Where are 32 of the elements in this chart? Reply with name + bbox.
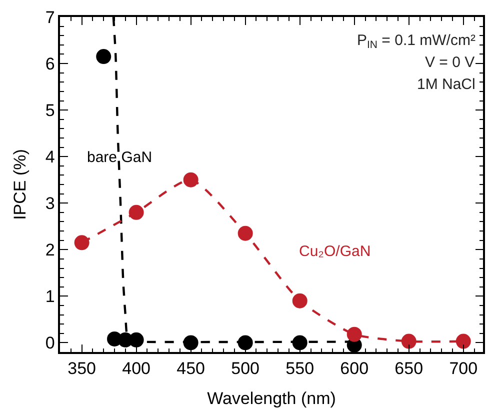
y-tick-label: 3 <box>45 194 55 214</box>
point <box>238 226 253 241</box>
point <box>401 334 416 349</box>
y-tick-label: 2 <box>45 240 55 260</box>
point <box>96 49 112 64</box>
y-axis-title: IPCE (%) <box>10 149 30 220</box>
annotation: P$_{IN}$ = 0.1 mW/cm² <box>357 32 476 52</box>
point <box>74 235 90 250</box>
x-tick-label: 550 <box>286 359 314 378</box>
y-tick-label: 1 <box>45 287 55 306</box>
x-tick-label: 600 <box>340 359 369 378</box>
series-label: Cu₂O/GaN <box>299 243 371 260</box>
point <box>128 204 144 220</box>
y-tick-label: 6 <box>45 54 55 74</box>
point <box>183 172 198 188</box>
point <box>346 326 362 342</box>
annotation: V = 0 V <box>425 54 475 71</box>
x-tick-label: 700 <box>449 359 478 378</box>
y-tick-label: 5 <box>45 101 55 120</box>
y-tick-label: 7 <box>45 8 55 27</box>
x-tick-label: 350 <box>68 359 96 378</box>
x-tick-label: 400 <box>122 359 150 378</box>
x-axis-title: Wavelength (nm) <box>207 389 336 408</box>
y-tick-label: 0 <box>45 334 55 353</box>
point <box>292 293 308 308</box>
annotation: 1M NaCl <box>417 76 476 93</box>
text: bare GaN <box>87 149 152 166</box>
x-tick-label: 500 <box>231 359 260 378</box>
y-tick-label: 4 <box>45 148 55 167</box>
x-tick-label: 650 <box>394 359 424 378</box>
x-tick-label: 450 <box>176 359 206 378</box>
point <box>456 334 471 349</box>
